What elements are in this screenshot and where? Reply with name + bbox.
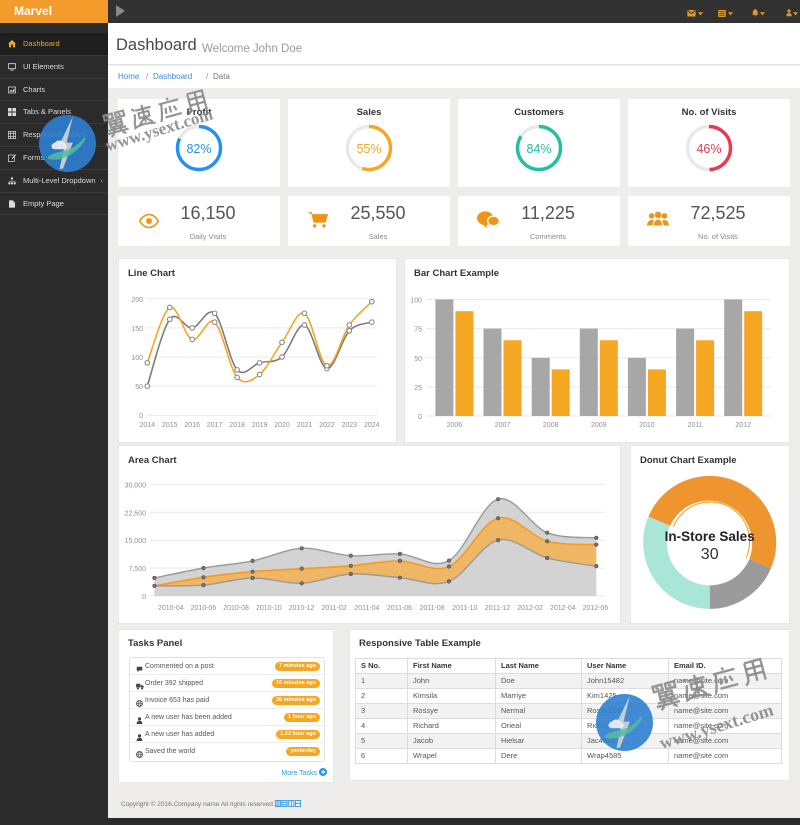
svg-text:2020: 2020 <box>274 422 290 429</box>
svg-text:2021: 2021 <box>297 422 313 429</box>
svg-text:2018: 2018 <box>229 422 245 429</box>
svg-text:2006: 2006 <box>447 422 463 429</box>
svg-text:15,000: 15,000 <box>125 538 147 545</box>
svg-text:100: 100 <box>131 355 143 362</box>
svg-text:2012-04: 2012-04 <box>550 605 576 612</box>
svg-text:2010-10: 2010-10 <box>256 605 282 612</box>
svg-text:30,000: 30,000 <box>125 482 147 489</box>
svg-text:2019: 2019 <box>252 422 268 429</box>
svg-text:55%: 55% <box>356 142 381 156</box>
svg-text:2017: 2017 <box>207 422 223 429</box>
svg-text:In-Store Sales: In-Store Sales <box>665 529 755 544</box>
svg-text:75: 75 <box>414 327 422 334</box>
svg-text:2023: 2023 <box>342 422 358 429</box>
svg-text:2022: 2022 <box>319 422 335 429</box>
svg-text:30: 30 <box>701 546 719 563</box>
svg-text:2011-02: 2011-02 <box>322 605 347 612</box>
svg-text:2011-08: 2011-08 <box>420 605 445 612</box>
svg-text:2015: 2015 <box>162 422 178 429</box>
svg-text:0: 0 <box>418 414 422 421</box>
svg-text:0: 0 <box>142 594 146 601</box>
svg-text:2009: 2009 <box>591 422 607 429</box>
svg-text:2012-06: 2012-06 <box>583 605 609 612</box>
svg-text:2012: 2012 <box>735 422 751 429</box>
svg-text:7,500: 7,500 <box>128 566 146 573</box>
svg-text:150: 150 <box>131 326 143 333</box>
svg-text:46%: 46% <box>696 142 721 156</box>
svg-text:84%: 84% <box>526 142 551 156</box>
svg-text:25: 25 <box>414 385 422 392</box>
svg-text:2011-06: 2011-06 <box>387 605 412 612</box>
svg-text:2014: 2014 <box>140 422 156 429</box>
svg-text:2008: 2008 <box>543 422 559 429</box>
svg-text:2010: 2010 <box>639 422 655 429</box>
svg-text:2011-12: 2011-12 <box>485 605 510 612</box>
svg-text:200: 200 <box>131 297 143 304</box>
svg-text:2010-06: 2010-06 <box>191 605 217 612</box>
svg-text:2010-04: 2010-04 <box>158 605 184 612</box>
svg-text:2011-10: 2011-10 <box>452 605 477 612</box>
svg-text:2016: 2016 <box>184 422 200 429</box>
svg-text:50: 50 <box>414 356 422 363</box>
svg-text:2011-04: 2011-04 <box>354 605 379 612</box>
svg-text:2012-02: 2012-02 <box>517 605 543 612</box>
svg-text:2010-12: 2010-12 <box>289 605 315 612</box>
svg-text:2024: 2024 <box>364 422 380 429</box>
svg-text:2007: 2007 <box>495 422 511 429</box>
svg-text:0: 0 <box>139 413 143 420</box>
svg-text:22,500: 22,500 <box>125 510 147 517</box>
svg-text:100: 100 <box>410 298 422 305</box>
svg-text:82%: 82% <box>186 142 211 156</box>
svg-text:2011: 2011 <box>688 422 703 429</box>
svg-text:2010-08: 2010-08 <box>223 605 249 612</box>
svg-text:50: 50 <box>135 384 143 391</box>
